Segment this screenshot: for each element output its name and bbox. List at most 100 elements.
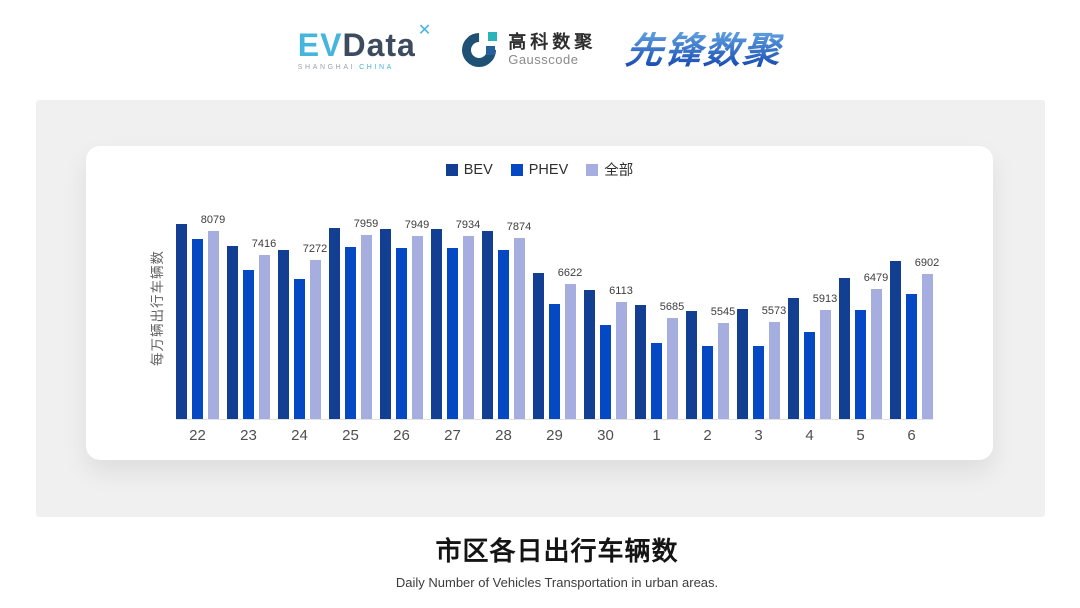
gausscode-name-cn: 高科数聚 bbox=[508, 32, 597, 53]
bar-PHEV-2 bbox=[702, 345, 713, 419]
x-tick-24: 24 bbox=[291, 427, 308, 444]
bar-全部-3 bbox=[769, 321, 780, 419]
legend-item-BEV: BEV bbox=[445, 162, 493, 178]
data-label-24: 7272 bbox=[302, 243, 328, 256]
logo-header: EV Data ✕ SHANGHAI CHINA 高科数聚 Gausscode 先锋… bbox=[0, 0, 1080, 100]
data-label-6: 6902 bbox=[914, 256, 940, 269]
bar-group-24: 7272 24 bbox=[278, 212, 327, 444]
chart-panel: BEV PHEV 全部 每万辆出行车辆数 8079 22 7416 23 7272 24 795… bbox=[36, 100, 1045, 517]
bar-全部-23 bbox=[259, 255, 270, 419]
bar-BEV-1 bbox=[635, 304, 646, 419]
x-tick-23: 23 bbox=[240, 427, 257, 444]
data-label-27: 7934 bbox=[455, 219, 481, 232]
bar-PHEV-4 bbox=[804, 331, 815, 419]
xianfeng-logo: 先锋数聚 bbox=[624, 29, 785, 71]
bar-group-3: 5573 3 bbox=[737, 212, 786, 444]
bar-PHEV-5 bbox=[855, 309, 866, 419]
evdata-ev-text: EV bbox=[297, 27, 343, 63]
bar-group-4: 5913 4 bbox=[788, 212, 837, 444]
data-label-23: 7416 bbox=[251, 238, 277, 250]
bar-全部-2 bbox=[718, 322, 729, 419]
bar-全部-25 bbox=[361, 235, 372, 419]
caption: 市区各日出行车辆数 Daily Number of Vehicles Trans… bbox=[17, 531, 1080, 590]
data-label-26: 7949 bbox=[404, 218, 430, 231]
bar-PHEV-29 bbox=[549, 304, 560, 419]
evdata-tagline: SHANGHAI CHINA bbox=[298, 64, 394, 71]
data-label-2: 5545 bbox=[710, 305, 736, 318]
bar-全部-4 bbox=[820, 309, 831, 419]
bar-group-27: 7934 27 bbox=[431, 212, 480, 444]
x-tick-2: 2 bbox=[703, 427, 712, 444]
legend-label-全部: 全部 bbox=[604, 163, 634, 179]
x-tick-22: 22 bbox=[189, 427, 206, 444]
bar-group-28: 7874 28 bbox=[482, 212, 531, 444]
bar-BEV-29 bbox=[533, 272, 544, 419]
plot-area: 8079 22 7416 23 7272 24 7959 25 7949 26 7934 27 7874… bbox=[176, 212, 939, 444]
bar-全部-28 bbox=[514, 238, 525, 419]
bar-PHEV-1 bbox=[651, 342, 662, 419]
chart-subtitle: Daily Number of Vehicles Transportation … bbox=[395, 575, 719, 590]
legend-label-PHEV: PHEV bbox=[528, 161, 569, 178]
gausscode-name-en: Gausscode bbox=[508, 51, 579, 67]
legend-item-全部: 全部 bbox=[586, 159, 633, 180]
bar-PHEV-30 bbox=[600, 325, 611, 419]
bar-PHEV-22 bbox=[192, 238, 203, 419]
bar-全部-26 bbox=[412, 235, 423, 419]
bar-group-6: 6902 6 bbox=[890, 212, 939, 444]
data-label-29: 6622 bbox=[557, 266, 583, 279]
data-label-30: 6113 bbox=[609, 285, 633, 298]
x-tick-30: 30 bbox=[597, 427, 614, 444]
bar-PHEV-6 bbox=[906, 293, 917, 419]
bar-BEV-24 bbox=[278, 249, 289, 419]
bar-PHEV-23 bbox=[243, 270, 254, 419]
bar-PHEV-24 bbox=[294, 278, 305, 419]
y-axis-label: 每万辆出行车辆数 bbox=[150, 250, 165, 366]
gausscode-blue-square bbox=[486, 46, 496, 55]
data-label-28: 7874 bbox=[506, 221, 532, 234]
bar-PHEV-27 bbox=[447, 247, 458, 419]
x-tick-29: 29 bbox=[546, 427, 563, 444]
evdata-data-text: Data bbox=[342, 27, 416, 63]
x-tick-25: 25 bbox=[342, 427, 359, 444]
bar-BEV-26 bbox=[380, 228, 391, 419]
x-tick-5: 5 bbox=[856, 427, 865, 444]
gausscode-mark-icon bbox=[455, 25, 504, 75]
bar-PHEV-26 bbox=[396, 248, 407, 419]
bar-group-29: 6622 29 bbox=[533, 212, 582, 444]
bar-PHEV-28 bbox=[498, 249, 509, 419]
evdata-logo: EV Data ✕ SHANGHAI CHINA bbox=[297, 23, 431, 72]
bar-PHEV-25 bbox=[345, 246, 356, 419]
x-tick-26: 26 bbox=[393, 427, 410, 444]
data-label-1: 5685 bbox=[659, 300, 685, 313]
x-tick-1: 1 bbox=[652, 427, 661, 444]
evdata-tagline-china: CHINA bbox=[359, 64, 394, 71]
legend-swatch-BEV bbox=[445, 163, 458, 176]
bar-BEV-22 bbox=[176, 224, 187, 419]
bar-group-5: 6479 5 bbox=[839, 212, 888, 444]
bar-全部-24 bbox=[310, 260, 321, 419]
bar-BEV-25 bbox=[329, 227, 340, 419]
x-tick-27: 27 bbox=[444, 427, 461, 444]
gausscode-logo: 高科数聚 Gausscode bbox=[455, 25, 596, 75]
bar-全部-5 bbox=[871, 289, 882, 419]
bar-group-2: 5545 2 bbox=[686, 212, 735, 444]
legend: BEV PHEV 全部 bbox=[86, 159, 993, 180]
legend-item-PHEV: PHEV bbox=[510, 161, 569, 178]
bar-全部-22 bbox=[208, 230, 219, 419]
x-tick-6: 6 bbox=[907, 427, 916, 444]
bar-BEV-28 bbox=[482, 231, 493, 419]
bar-BEV-5 bbox=[839, 277, 850, 419]
bar-BEV-3 bbox=[737, 308, 748, 419]
gausscode-text: 高科数聚 Gausscode bbox=[508, 32, 596, 68]
data-label-3: 5573 bbox=[761, 304, 787, 317]
bar-group-22: 8079 22 bbox=[176, 212, 225, 444]
data-label-22: 8079 bbox=[200, 213, 226, 226]
chart-card: BEV PHEV 全部 每万辆出行车辆数 8079 22 7416 23 7272 24 795… bbox=[86, 146, 993, 460]
x-tick-28: 28 bbox=[495, 427, 512, 444]
bar-group-26: 7949 26 bbox=[380, 212, 429, 444]
bar-group-23: 7416 23 bbox=[227, 212, 276, 444]
bar-全部-1 bbox=[667, 317, 678, 419]
evdata-wordmark: EV Data ✕ bbox=[297, 23, 431, 63]
x-tick-4: 4 bbox=[805, 427, 814, 444]
bar-BEV-6 bbox=[890, 261, 901, 419]
